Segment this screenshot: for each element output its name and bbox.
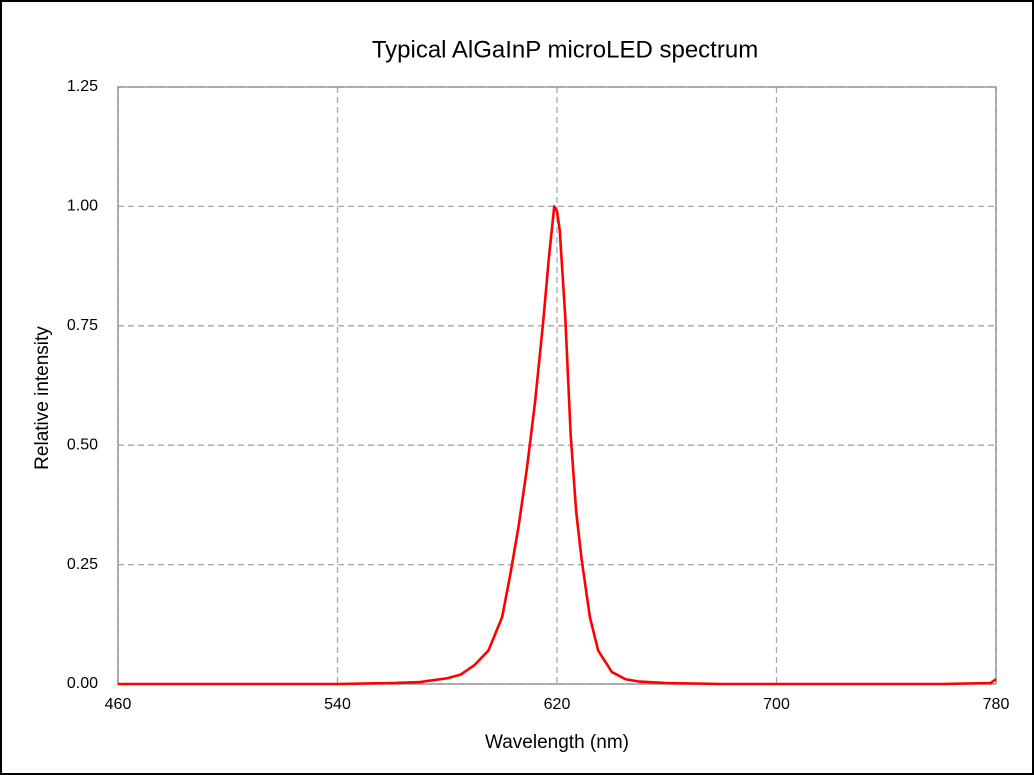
x-tick-label: 700 [763, 696, 790, 713]
y-tick-label: 0.25 [67, 556, 98, 573]
y-axis-label: Relative intensity [32, 326, 53, 470]
y-tick-label: 1.25 [67, 78, 98, 95]
x-tick-label: 540 [324, 696, 351, 713]
x-tick-label: 460 [105, 696, 132, 713]
y-tick-label: 0.75 [67, 317, 98, 334]
x-tick-label: 780 [983, 696, 1010, 713]
y-tick-label: 1.00 [67, 198, 98, 215]
y-tick-label: 0.00 [67, 675, 98, 692]
x-tick-label: 620 [544, 696, 571, 713]
y-tick-label: 0.50 [67, 436, 98, 453]
plot-frame [117, 86, 997, 685]
spectrum-line [118, 205, 997, 686]
chart-title: Typical AlGaInP microLED spectrum [372, 36, 758, 63]
x-axis-label: Wavelength (nm) [485, 732, 629, 753]
